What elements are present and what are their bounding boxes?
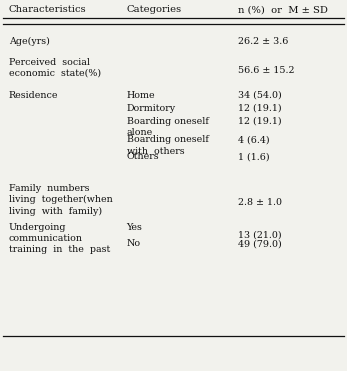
Text: Boarding oneself
with  others: Boarding oneself with others	[127, 135, 209, 156]
Text: Home: Home	[127, 91, 155, 100]
Text: Yes: Yes	[127, 223, 143, 232]
Text: Characteristics: Characteristics	[9, 5, 86, 14]
Text: 1 (1.6): 1 (1.6)	[238, 152, 269, 161]
Text: Categories: Categories	[127, 5, 182, 14]
Text: Dormitory: Dormitory	[127, 104, 176, 113]
Text: 4 (6.4): 4 (6.4)	[238, 135, 269, 144]
Text: 2.8 ± 1.0: 2.8 ± 1.0	[238, 198, 282, 207]
Text: 13 (21.0): 13 (21.0)	[238, 231, 281, 240]
Text: 12 (19.1): 12 (19.1)	[238, 104, 281, 113]
Text: 56.6 ± 15.2: 56.6 ± 15.2	[238, 66, 294, 75]
Text: Perceived  social
economic  state(%): Perceived social economic state(%)	[9, 58, 101, 78]
Text: 49 (79.0): 49 (79.0)	[238, 239, 281, 248]
Text: Undergoing
communication
training  in  the  past: Undergoing communication training in the…	[9, 223, 110, 255]
Text: 26.2 ± 3.6: 26.2 ± 3.6	[238, 37, 288, 46]
Text: Boarding oneself
alone: Boarding oneself alone	[127, 117, 209, 137]
Text: n (%)  or  M ± SD: n (%) or M ± SD	[238, 5, 328, 14]
Text: 34 (54.0): 34 (54.0)	[238, 91, 281, 100]
Text: Family  numbers
living  together(when
living  with  family): Family numbers living together(when livi…	[9, 184, 112, 216]
Text: No: No	[127, 239, 141, 248]
Text: Others: Others	[127, 152, 159, 161]
Text: 12 (19.1): 12 (19.1)	[238, 117, 281, 126]
Text: Age(yrs): Age(yrs)	[9, 37, 50, 46]
Text: Residence: Residence	[9, 91, 58, 100]
